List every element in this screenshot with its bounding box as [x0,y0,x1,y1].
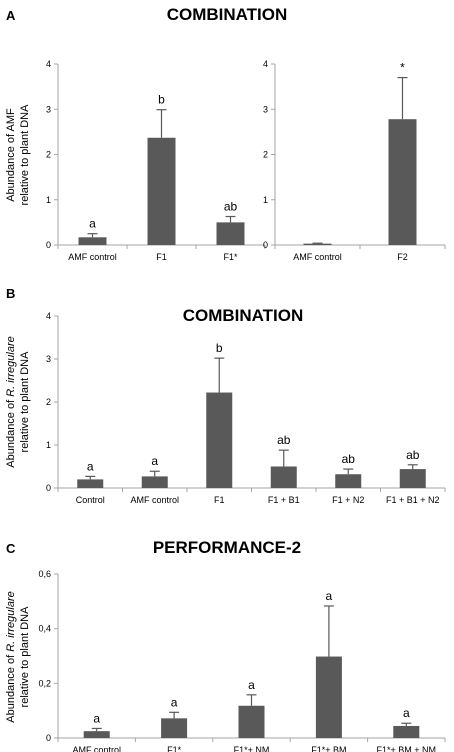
ylabel-c-line2: relative to plant DNA [19,606,31,708]
y-tick-label-a2-1: 1 [263,195,268,205]
significance-label-a1-1: b [158,93,165,107]
significance-label-c-1: a [171,695,178,709]
y-tick-label-a2-2: 2 [263,150,268,160]
y-tick-label-a1-0: 0 [46,240,51,250]
bar-c-4 [393,725,420,738]
x-tick-label-b-4: F1 + N2 [332,495,364,505]
x-tick-label-a1-2: F1* [223,252,238,262]
ylabel-b-line2: relative to plant DNA [19,351,31,453]
y-tick-label-a1-2: 2 [46,150,51,160]
y-tick-label-a2-3: 3 [263,104,268,114]
x-tick-label-c-1: F1* [167,745,182,752]
x-tick-label-c-0: AMF control [72,745,121,752]
ylabel-b-line1: Abundance of R. irregulare [5,336,17,467]
significance-label-b-5: ab [406,448,420,462]
x-tick-label-c-4: F1*+ BM + NM [377,745,437,752]
panel-letter-a: A [6,8,16,23]
significance-label-a2-1: * [400,61,405,75]
panel-title-c: PERFORMANCE-2 [153,538,301,557]
x-tick-label-a2-0: AMF control [293,252,342,262]
y-tick-label-b-4: 4 [46,311,51,321]
bar-c-2 [238,705,265,738]
bar-a1-1 [147,137,176,245]
bar-a2-1 [388,119,417,245]
y-tick-label-b-1: 1 [46,440,51,450]
bar-c-1 [161,718,188,738]
significance-label-c-3: a [326,589,333,603]
significance-label-c-0: a [93,711,100,725]
y-tick-label-c-0: 0 [46,733,51,743]
bar-b-2 [206,392,233,488]
bar-b-4 [335,474,362,488]
ylabel-c-line1: Abundance of R. irregulare [5,591,17,722]
significance-label-c-2: a [248,678,255,692]
panel-letter-c: C [6,541,16,556]
y-tick-label-a2-0: 0 [263,240,268,250]
panel-title-b: COMBINATION [183,306,304,325]
x-tick-label-a1-1: F1 [156,252,167,262]
x-tick-label-b-2: F1 [214,495,225,505]
panel-title-a: COMBINATION [167,5,288,24]
bar-c-3 [315,656,342,738]
bar-b-5 [399,469,426,488]
x-tick-label-a1-0: AMF control [68,252,117,262]
significance-label-a1-0: a [89,217,96,231]
x-tick-label-c-2: F1*+ NM [234,745,270,752]
x-tick-label-a2-1: F2 [397,252,408,262]
y-tick-label-b-3: 3 [46,354,51,364]
bar-c-0 [83,731,110,738]
significance-label-b-2: b [216,341,223,355]
bar-a1-2 [216,222,245,245]
x-tick-label-b-1: AMF control [130,495,179,505]
significance-label-b-4: ab [342,452,356,466]
y-tick-label-c-1: 0,2 [38,678,51,688]
y-tick-label-a1-3: 3 [46,104,51,114]
significance-label-b-0: a [87,459,94,473]
x-tick-label-c-3: F1*+ BM [311,745,346,752]
x-tick-label-b-3: F1 + B1 [268,495,300,505]
y-tick-label-a2-4: 4 [263,59,268,69]
significance-label-c-4: a [403,706,410,720]
ylabel-a-line1: Abundance of AMF [5,108,17,202]
bar-a2-0 [303,243,332,245]
y-tick-label-a1-4: 4 [46,59,51,69]
significance-label-b-3: ab [277,433,291,447]
significance-label-b-1: a [151,454,158,468]
bar-a1-0 [78,237,107,245]
ylabel-a-line2: relative to plant DNA [19,104,31,206]
y-tick-label-c-3: 0,6 [38,569,51,579]
bar-b-3 [270,466,297,488]
y-tick-label-b-0: 0 [46,483,51,493]
significance-label-a1-2: ab [224,199,238,213]
bar-b-0 [77,479,104,488]
bar-b-1 [141,476,168,488]
panel-letter-b: B [6,286,15,301]
y-tick-label-c-2: 0,4 [38,624,51,634]
x-tick-label-b-0: Control [76,495,105,505]
y-tick-label-b-2: 2 [46,397,51,407]
x-tick-label-b-5: F1 + B1 + N2 [386,495,440,505]
y-tick-label-a1-1: 1 [46,195,51,205]
